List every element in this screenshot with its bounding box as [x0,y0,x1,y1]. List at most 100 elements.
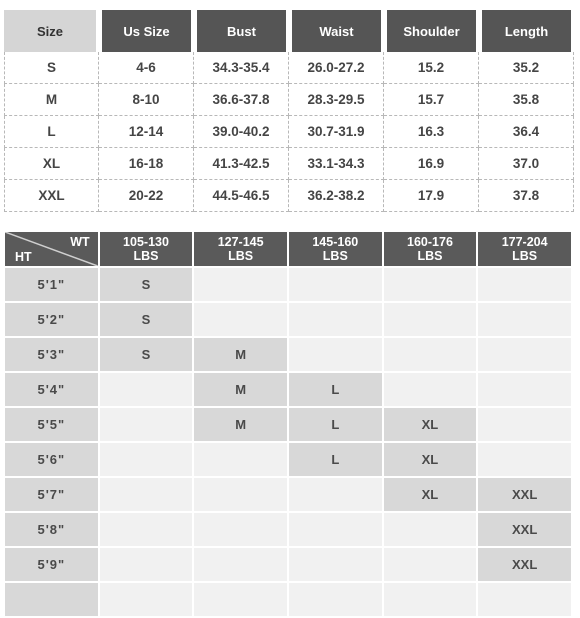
measurement-cell: 30.7-31.9 [289,116,384,148]
recommended-size-cell: M [194,408,287,441]
recommended-size-cell: XL [383,443,477,476]
empty-cell [288,268,382,301]
weight-range-header: 177-204 LBS [478,232,571,266]
measurement-cell: 35.2 [479,52,574,84]
waist-header: Waist [289,10,384,52]
recommended-size-cell: L [288,373,382,406]
us-size-header: Us Size [99,10,194,52]
size-label: XL [4,148,99,180]
empty-cell [288,513,382,546]
measurement-cell: 33.1-34.3 [289,148,384,180]
height-row: 5'7" XL XXL [5,478,571,511]
size-chart-page: Size Us Size Bust Waist Shoulder Length … [4,10,574,616]
empty-cell [288,303,382,336]
empty-cell [194,513,287,546]
empty-cell [288,583,382,616]
recommended-size-cell: XXL [478,548,571,581]
measurement-cell: 16.9 [384,148,479,180]
recommended-size-cell: XXL [478,478,571,511]
measurement-cell: 12-14 [99,116,194,148]
weight-unit: LBS [322,249,348,263]
height-label: 5'5" [5,408,98,441]
recommended-size-cell: S [99,268,193,301]
empty-cell [194,443,287,476]
measurement-cell: 28.3-29.5 [289,84,384,116]
empty-cell [383,373,477,406]
height-label: 5'4" [5,373,98,406]
empty-cell [194,478,287,511]
weight-range: 160-176 [407,235,453,249]
recommended-size-cell: XXL [478,513,571,546]
measurement-cell: 17.9 [384,180,479,212]
empty-cell [288,478,382,511]
empty-cell [383,268,477,301]
measurement-cell: 26.0-27.2 [289,52,384,84]
empty-cell [383,513,477,546]
measurement-cell: 36.4 [479,116,574,148]
weight-range: 127-145 [217,235,264,249]
weight-unit: LBS [512,249,538,263]
bust-header: Bust [194,10,289,52]
empty-cell [194,583,287,616]
measurement-cell: 37.8 [479,180,574,212]
weight-range: 177-204 [501,235,548,249]
empty-cell [99,408,193,441]
height-row: 5'4" M L [5,373,571,406]
weight-range: 105-130 [123,235,169,249]
weight-axis-label: WT [70,235,90,249]
empty-cell [99,443,193,476]
measurement-cell: 16-18 [99,148,194,180]
height-label: 5'3" [5,338,98,371]
height-label: 5'1" [5,268,98,301]
measurement-cell: 34.3-35.4 [194,52,289,84]
empty-cell [288,548,382,581]
recommended-size-cell: M [194,373,287,406]
recommended-size-cell: L [288,443,382,476]
empty-cell [383,338,477,371]
measurement-cell: 36.2-38.2 [289,180,384,212]
size-row: M 8-10 36.6-37.8 28.3-29.5 15.7 35.8 [4,84,574,116]
recommended-size-cell: XL [383,408,477,441]
height-row: 5'9" XXL [5,548,571,581]
empty-cell [383,583,477,616]
measurement-cell: 20-22 [99,180,194,212]
empty-cell [383,303,477,336]
empty-cell [194,548,287,581]
measurement-cell: 36.6-37.8 [194,84,289,116]
size-label: M [4,84,99,116]
empty-cell [478,443,571,476]
size-label: XXL [4,180,99,212]
size-row: L 12-14 39.0-40.2 30.7-31.9 16.3 36.4 [4,116,574,148]
height-row: 5'5" M L XL [5,408,571,441]
recommended-size-cell: XL [383,478,477,511]
measurement-cell: 39.0-40.2 [194,116,289,148]
corner-header: WT HT [5,232,98,266]
height-row: 5'8" XXL [5,513,571,546]
height-axis-label: HT [15,250,32,264]
height-label: 5'7" [5,478,98,511]
height-label: 5'6" [5,443,98,476]
weight-range-header: 105-130 LBS [99,232,193,266]
empty-cell [288,338,382,371]
measurement-cell: 8-10 [99,84,194,116]
empty-cell [194,268,287,301]
measurement-cell: 41.3-42.5 [194,148,289,180]
measurement-cell: 15.2 [384,52,479,84]
measurement-cell: 4-6 [99,52,194,84]
size-label: S [4,52,99,84]
weight-unit: LBS [417,249,443,263]
empty-cell [478,583,571,616]
size-row: XXL 20-22 44.5-46.5 36.2-38.2 17.9 37.8 [4,180,574,212]
recommended-size-cell: S [99,338,193,371]
measurement-cell: 37.0 [479,148,574,180]
size-row: XL 16-18 41.3-42.5 33.1-34.3 16.9 37.0 [4,148,574,180]
weight-header-row: WT HT 105-130 LBS 127-145 LBS 145-160 LBS 1… [5,232,571,266]
size-label: L [4,116,99,148]
shoulder-header: Shoulder [384,10,479,52]
weight-range: 145-160 [312,235,359,249]
height-row: 5'1" S [5,268,571,301]
empty-cell [478,373,571,406]
empty-cell [99,513,193,546]
recommended-size-cell: L [288,408,382,441]
height-row: 5'2" S [5,303,571,336]
